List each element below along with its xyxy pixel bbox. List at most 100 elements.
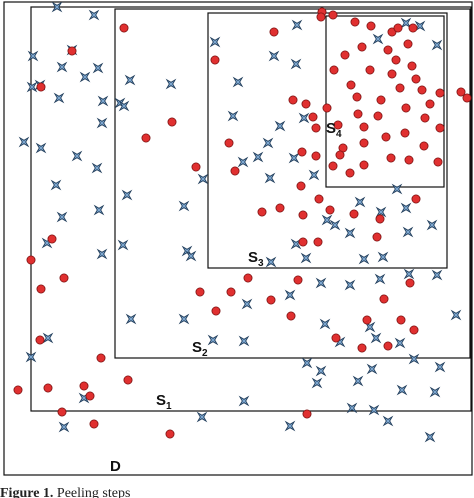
region-label-s3: S3 xyxy=(248,249,264,269)
blue-four-point-star-icon xyxy=(394,337,406,349)
blue-four-point-star-icon xyxy=(207,334,219,346)
blue-four-point-star-icon xyxy=(344,227,356,239)
blue-four-point-star-icon xyxy=(403,268,415,280)
red-circle-point-icon xyxy=(266,295,276,305)
red-circle-point-icon xyxy=(328,161,338,171)
red-circle-point-icon xyxy=(85,391,95,401)
region-box-s2 xyxy=(114,8,471,359)
blue-four-point-star-icon xyxy=(238,335,250,347)
red-circle-point-icon xyxy=(409,325,419,335)
blue-four-point-star-icon xyxy=(400,202,412,214)
blue-four-point-star-icon xyxy=(315,277,327,289)
red-circle-point-icon xyxy=(141,133,151,143)
red-circle-point-icon xyxy=(357,343,367,353)
red-circle-point-icon xyxy=(36,284,46,294)
blue-four-point-star-icon xyxy=(232,76,244,88)
red-circle-point-icon xyxy=(322,103,332,113)
blue-four-point-star-icon xyxy=(18,136,30,148)
blue-four-point-star-icon xyxy=(26,81,38,93)
red-circle-point-icon xyxy=(311,123,321,133)
red-circle-point-icon xyxy=(381,132,391,142)
blue-four-point-star-icon xyxy=(56,61,68,73)
red-circle-point-icon xyxy=(393,23,403,33)
blue-four-point-star-icon xyxy=(93,204,105,216)
red-circle-point-icon xyxy=(59,273,69,283)
blue-four-point-star-icon xyxy=(396,384,408,396)
blue-four-point-star-icon xyxy=(298,112,310,124)
caption-prefix: Figure 1. xyxy=(0,486,54,498)
red-circle-point-icon xyxy=(350,17,360,27)
red-circle-point-icon xyxy=(191,162,201,172)
blue-four-point-star-icon xyxy=(288,152,300,164)
red-circle-point-icon xyxy=(359,160,369,170)
red-circle-point-icon xyxy=(401,103,411,113)
region-label-s2: S2 xyxy=(192,339,208,359)
red-circle-point-icon xyxy=(79,381,89,391)
blue-four-point-star-icon xyxy=(400,17,412,29)
blue-four-point-star-icon xyxy=(450,309,462,321)
red-circle-point-icon xyxy=(89,419,99,429)
red-circle-point-icon xyxy=(345,168,355,178)
red-circle-point-icon xyxy=(375,214,385,224)
red-circle-point-icon xyxy=(26,255,36,265)
blue-four-point-star-icon xyxy=(300,252,312,264)
red-circle-point-icon xyxy=(316,12,326,22)
red-circle-point-icon xyxy=(383,341,393,351)
blue-four-point-star-icon xyxy=(96,248,108,260)
red-circle-point-icon xyxy=(269,27,279,37)
red-circle-point-icon xyxy=(340,50,350,60)
blue-four-point-star-icon xyxy=(290,238,302,250)
blue-four-point-star-icon xyxy=(252,151,264,163)
red-circle-point-icon xyxy=(405,278,415,288)
blue-four-point-star-icon xyxy=(91,162,103,174)
blue-four-point-star-icon xyxy=(79,71,91,83)
blue-four-point-star-icon xyxy=(354,196,366,208)
blue-four-point-star-icon xyxy=(291,19,303,31)
blue-four-point-star-icon xyxy=(241,298,253,310)
blue-four-point-star-icon xyxy=(301,357,313,369)
red-circle-point-icon xyxy=(407,61,417,71)
red-circle-point-icon xyxy=(346,80,356,90)
blue-four-point-star-icon xyxy=(431,269,443,281)
red-circle-point-icon xyxy=(352,92,362,102)
red-circle-point-icon xyxy=(43,383,53,393)
blue-four-point-star-icon xyxy=(274,120,286,132)
red-circle-point-icon xyxy=(359,122,369,132)
blue-four-point-star-icon xyxy=(284,289,296,301)
red-circle-point-icon xyxy=(349,209,359,219)
red-circle-point-icon xyxy=(226,287,236,297)
blue-four-point-star-icon xyxy=(125,313,137,325)
red-circle-point-icon xyxy=(373,111,383,121)
blue-four-point-star-icon xyxy=(319,318,331,330)
blue-four-point-star-icon xyxy=(321,214,333,226)
red-circle-point-icon xyxy=(286,311,296,321)
blue-four-point-star-icon xyxy=(88,9,100,21)
blue-four-point-star-icon xyxy=(197,173,209,185)
blue-four-point-star-icon xyxy=(35,142,47,154)
blue-four-point-star-icon xyxy=(426,219,438,231)
red-circle-point-icon xyxy=(288,95,298,105)
red-circle-point-icon xyxy=(230,166,240,176)
blue-four-point-star-icon xyxy=(97,95,109,107)
blue-four-point-star-icon xyxy=(92,62,104,74)
red-circle-point-icon xyxy=(301,99,311,109)
red-circle-point-icon xyxy=(119,23,129,33)
blue-four-point-star-icon xyxy=(51,1,63,13)
red-circle-point-icon xyxy=(297,147,307,157)
red-circle-point-icon xyxy=(435,88,445,98)
blue-four-point-star-icon xyxy=(42,332,54,344)
red-circle-point-icon xyxy=(57,407,67,417)
red-circle-point-icon xyxy=(331,333,341,343)
blue-four-point-star-icon xyxy=(58,421,70,433)
blue-four-point-star-icon xyxy=(121,189,133,201)
blue-four-point-star-icon xyxy=(56,211,68,223)
red-circle-point-icon xyxy=(275,203,285,213)
blue-four-point-star-icon xyxy=(96,117,108,129)
red-circle-point-icon xyxy=(13,385,23,395)
red-circle-point-icon xyxy=(456,87,466,97)
blue-four-point-star-icon xyxy=(370,332,382,344)
blue-four-point-star-icon xyxy=(290,58,302,70)
blue-four-point-star-icon xyxy=(237,156,249,168)
red-circle-point-icon xyxy=(383,45,393,55)
